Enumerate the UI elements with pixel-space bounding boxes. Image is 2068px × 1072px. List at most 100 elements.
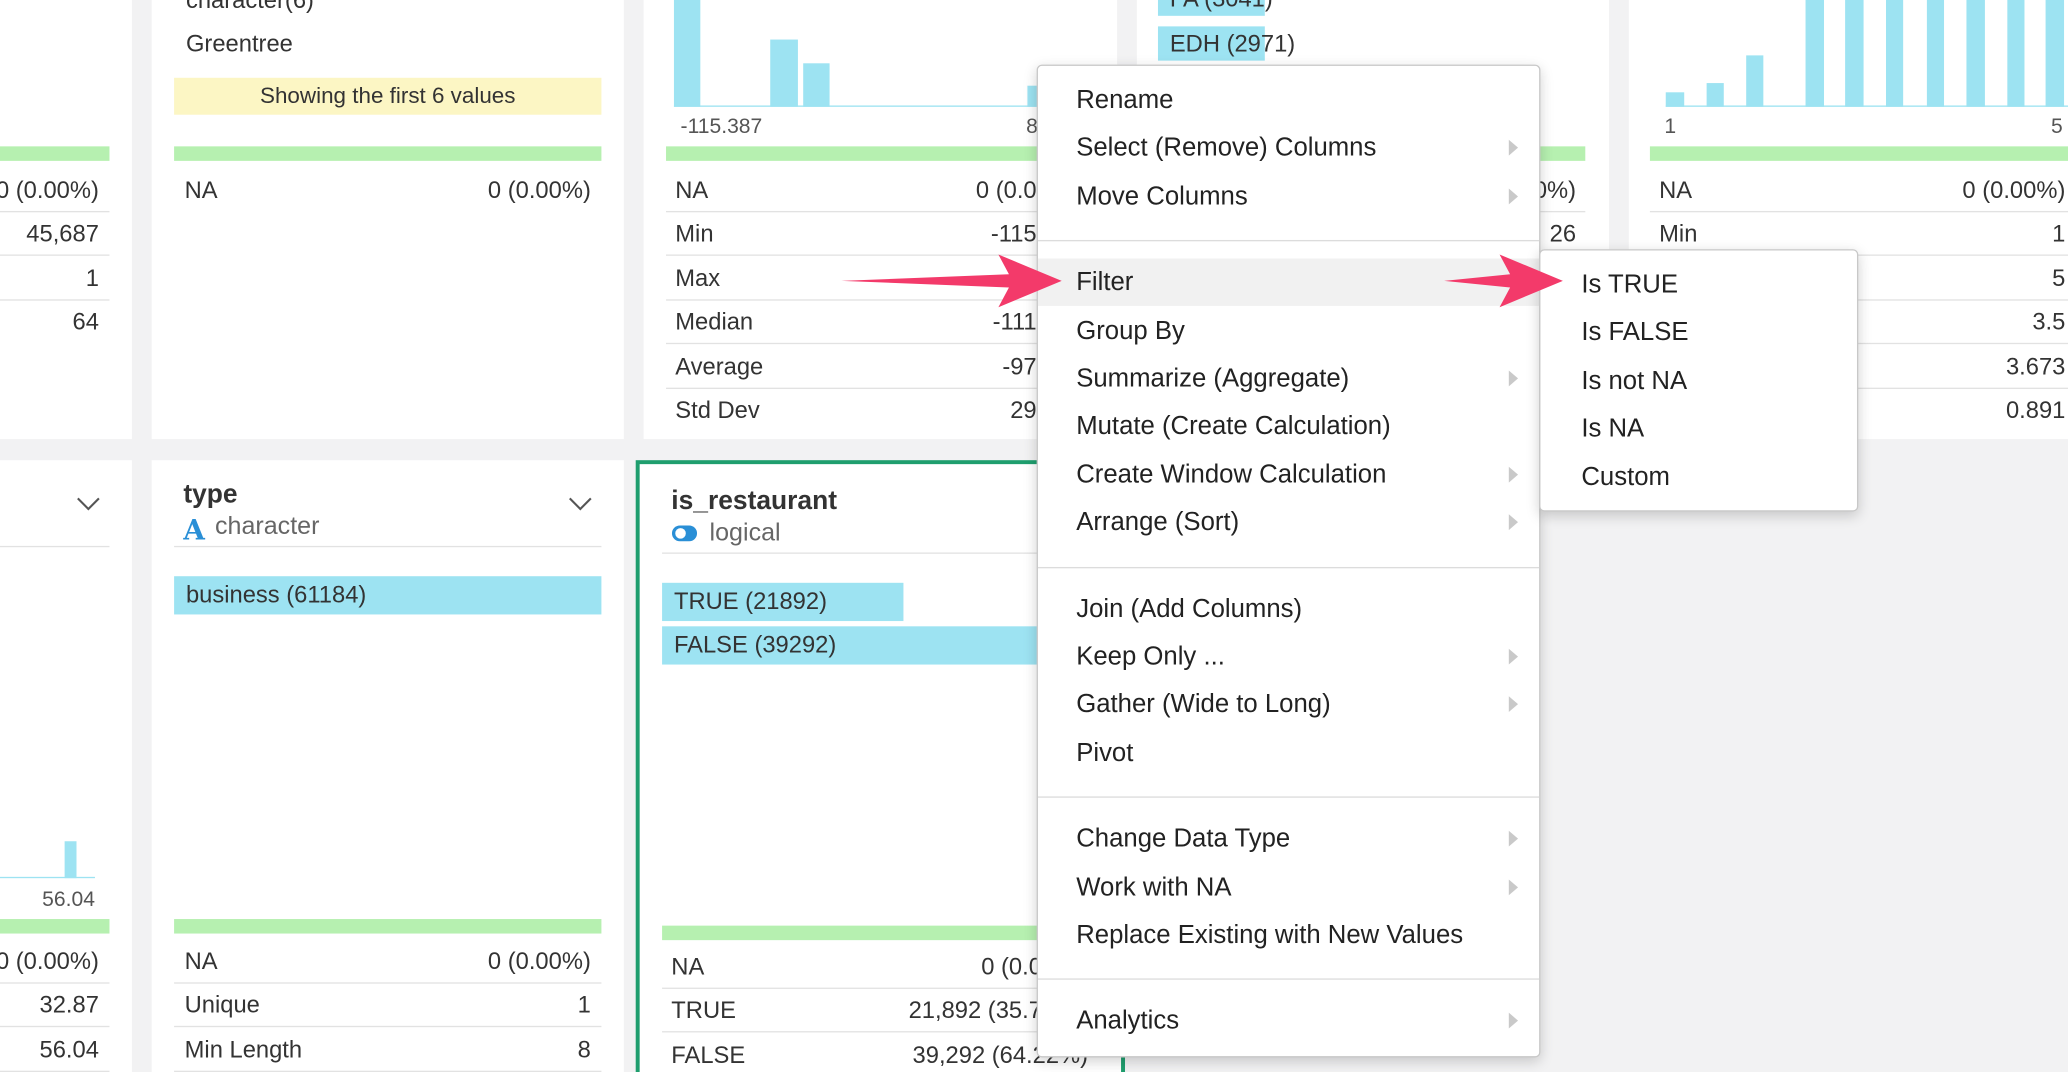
stat-value: 21,892 (35.7: [908, 997, 1042, 1024]
menu-item[interactable]: Change Data Type: [1076, 824, 1291, 854]
stat-label: FALSE: [671, 1041, 746, 1068]
menu-item[interactable]: Pivot: [1076, 738, 1134, 768]
divider: [0, 299, 110, 301]
divider: [0, 982, 110, 984]
stats-bar: [662, 925, 1045, 941]
stat-label: NA: [675, 176, 709, 204]
value-item: Greentree: [185, 30, 293, 57]
menu-item[interactable]: Summarize (Aggregate): [1076, 363, 1350, 393]
chevron[interactable]: [76, 496, 100, 512]
submenu-item[interactable]: Is not NA: [1581, 366, 1688, 396]
submenu-arrow: [1508, 466, 1519, 483]
submenu-arrow: [1508, 1013, 1519, 1029]
card: [151, 0, 624, 440]
stats-bar: [1537, 146, 1586, 161]
value-bar[interactable]: FALSE (39292): [662, 626, 1042, 665]
stat-value: 0 (0.00%): [0, 176, 99, 204]
stat-label: Std Dev: [675, 396, 760, 424]
stat-value: 0%): [1533, 176, 1577, 204]
type-icon: A: [183, 512, 205, 546]
card: [0, 0, 132, 440]
hist-bar: [1845, 0, 1864, 107]
menu-item[interactable]: Group By: [1076, 315, 1185, 345]
value-bar: FA (3041): [1157, 0, 1273, 16]
menu-item[interactable]: Rename: [1076, 85, 1174, 115]
hist-bar: [803, 63, 830, 107]
divider: [174, 1026, 602, 1028]
stat-value: -115: [990, 220, 1037, 248]
menu-item[interactable]: Filter: [1076, 267, 1134, 297]
stats-bar: [174, 919, 602, 934]
stat-value: 5: [2052, 264, 2066, 292]
submenu-item[interactable]: Is TRUE: [1581, 270, 1679, 300]
menu-item[interactable]: Create Window Calculation: [1076, 459, 1387, 489]
divider: [666, 343, 1118, 345]
hist-bar: [1966, 0, 1985, 107]
submenu-item[interactable]: Custom: [1581, 462, 1670, 492]
card: [0, 460, 132, 1072]
axis-label: 56.04: [42, 888, 95, 912]
stat-label: Median: [675, 308, 754, 336]
hist-bar: [1746, 55, 1764, 107]
column-name: type: [183, 479, 238, 509]
menu-item[interactable]: Gather (Wide to Long): [1076, 690, 1331, 720]
stat-label: Average: [675, 352, 764, 380]
divider: [174, 982, 602, 984]
menu-item[interactable]: Arrange (Sort): [1076, 507, 1240, 537]
submenu-arrow: [1508, 188, 1519, 205]
stat-value: 0 (0.00%): [0, 948, 99, 975]
submenu: Is TRUE Is FALSE Is not NA Is NA Custom: [1539, 249, 1859, 512]
stats-bar: [0, 919, 110, 934]
stat-value: 3.673: [2005, 352, 2066, 380]
hist-bar: [2007, 0, 2025, 107]
divider: [662, 552, 1045, 554]
stat-value: 26: [1549, 220, 1577, 248]
submenu-arrow: [1508, 830, 1519, 847]
divider: [662, 987, 1045, 989]
column-name: is_restaurant: [671, 486, 837, 516]
stats-bar: [1649, 146, 2068, 161]
stat-label: Unique: [184, 992, 260, 1019]
submenu-item[interactable]: Is NA: [1581, 414, 1645, 444]
menu-item[interactable]: Mutate (Create Calculation): [1076, 411, 1391, 441]
stat-value: 0 (0.0: [981, 953, 1042, 980]
stats-bar: [0, 146, 110, 161]
separator: [1037, 978, 1540, 981]
menu-item[interactable]: Move Columns: [1076, 181, 1248, 211]
menu-item[interactable]: Keep Only ...: [1076, 642, 1225, 672]
menu-item[interactable]: Analytics: [1076, 1006, 1180, 1036]
stat-value: 0 (0.00%): [1962, 176, 2066, 204]
stat-value: 3.5: [2032, 308, 2066, 336]
menu-item[interactable]: Replace Existing with New Values: [1076, 920, 1464, 950]
hist-bar: [1706, 83, 1724, 107]
stat-value: 45,687: [26, 220, 99, 248]
stat-label: NA: [1659, 176, 1693, 204]
chevron[interactable]: [568, 496, 592, 512]
stat-label: Min Length: [184, 1036, 303, 1063]
hist-bar: [2045, 0, 2065, 107]
stat-label: NA: [184, 176, 218, 204]
divider: [1537, 210, 1586, 213]
divider: [0, 210, 110, 213]
submenu-item[interactable]: Is FALSE: [1581, 318, 1689, 348]
separator: [1037, 566, 1540, 568]
menu-item[interactable]: Join (Add Columns): [1076, 594, 1303, 624]
menu-item[interactable]: Work with NA: [1076, 872, 1232, 902]
stat-value: 0.891: [2005, 396, 2066, 424]
divider: [174, 1070, 602, 1072]
stats-bar: [666, 146, 1118, 161]
stat-value: 1: [2052, 220, 2066, 248]
stat-value: -97: [1002, 352, 1037, 380]
card: [151, 460, 624, 1072]
hist-bar: [1805, 0, 1825, 107]
hist-bar: [770, 39, 798, 107]
value-bar[interactable]: TRUE (21892): [662, 582, 904, 622]
menu-item[interactable]: Select (Remove) Columns: [1076, 133, 1377, 163]
stat-label: NA: [671, 953, 705, 980]
hist-bar: [1926, 0, 1945, 107]
divider: [1649, 254, 2068, 257]
separator: [1037, 240, 1540, 242]
column-type: logical: [709, 519, 781, 548]
